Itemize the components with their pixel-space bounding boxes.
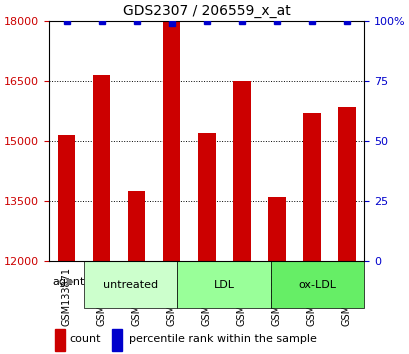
Bar [337, 107, 355, 261]
Text: agent: agent [52, 277, 84, 287]
Bar [162, 21, 180, 261]
Text: LDL: LDL [213, 280, 234, 290]
Text: ox-LDL: ox-LDL [298, 280, 336, 290]
FancyBboxPatch shape [177, 261, 270, 308]
Text: count: count [70, 335, 101, 344]
Bar [92, 75, 110, 261]
Bar [302, 113, 320, 261]
Title: GDS2307 / 206559_x_at: GDS2307 / 206559_x_at [123, 4, 290, 18]
Bar [112, 329, 121, 350]
Text: percentile rank within the sample: percentile rank within the sample [129, 335, 317, 344]
Bar [198, 132, 215, 261]
Bar [55, 329, 65, 350]
Text: untreated: untreated [103, 280, 158, 290]
FancyBboxPatch shape [83, 261, 177, 308]
Bar [232, 81, 250, 261]
Bar [58, 135, 75, 261]
Bar [267, 196, 285, 261]
FancyBboxPatch shape [270, 261, 364, 308]
Bar [128, 190, 145, 261]
